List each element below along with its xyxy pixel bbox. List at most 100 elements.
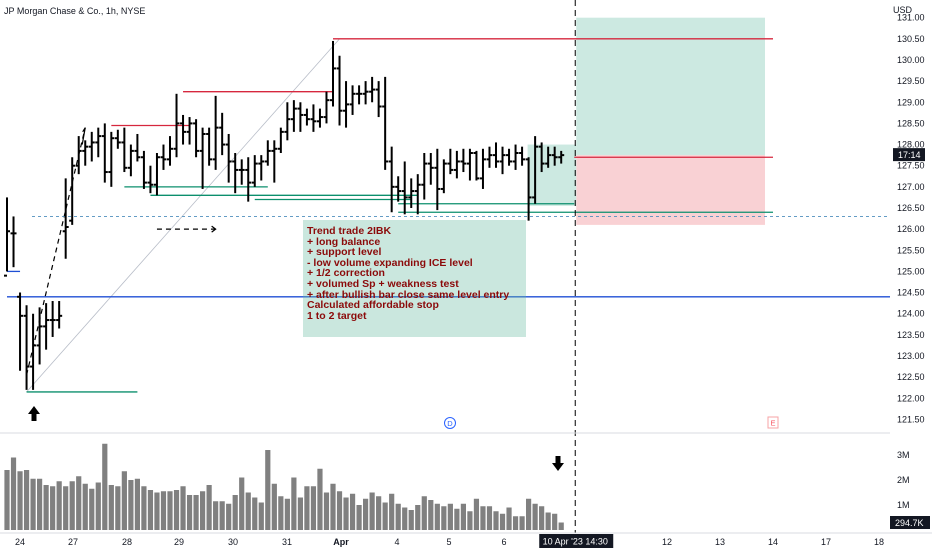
volume-bar <box>82 483 88 530</box>
price-tag <box>893 148 925 162</box>
volume-bar <box>154 492 160 530</box>
volume-bar <box>193 495 199 530</box>
ohlc-bar <box>519 146 526 166</box>
note-line: Calculated affordable stop <box>307 299 439 312</box>
ohlc-bar <box>212 95 219 170</box>
ohlc-bar <box>310 104 317 132</box>
ohlc-bar <box>558 150 565 164</box>
volume-bar <box>226 503 232 530</box>
price-tick-label: 126.50 <box>897 203 925 213</box>
time-tick-label: 24 <box>15 537 25 547</box>
volume-bar <box>219 501 225 530</box>
axes: 131.00 130.50 130.00 129.50 129.00 128.50 128.… <box>0 13 932 548</box>
ohlc-bar <box>140 150 147 189</box>
ohlc-bar <box>101 123 108 183</box>
ohlc-bar <box>401 161 408 215</box>
ohlc-bar <box>238 159 245 185</box>
ohlc-bar <box>375 81 382 118</box>
volume-bar <box>17 471 23 530</box>
arrowhead-icon <box>211 225 217 233</box>
volume-bar <box>108 485 114 530</box>
level-lines <box>7 38 890 393</box>
ohlc-bar <box>493 142 499 168</box>
chart-title: JP Morgan Chase & Co., 1h, NYSE <box>4 6 146 16</box>
ohlc-bar <box>121 127 128 173</box>
up-arrow-icon <box>28 406 40 421</box>
volume-bar <box>336 491 343 530</box>
volume-bar <box>160 491 167 530</box>
time-tick-label: 13 <box>715 537 725 547</box>
price-tick-label: 124.00 <box>897 309 925 319</box>
volume-bar <box>434 503 440 530</box>
volume-bar <box>402 507 408 530</box>
ohlc-bar <box>75 136 82 175</box>
volume-bar <box>56 481 62 530</box>
volume-bar <box>558 522 564 530</box>
earnings-marker <box>767 416 779 429</box>
ohlc-bar <box>23 305 30 390</box>
volume-bar <box>167 491 173 530</box>
volume-bar <box>291 477 297 530</box>
volume-tick-label: 2M <box>897 475 910 485</box>
price-tick-label: 128.00 <box>897 140 925 150</box>
volume-bar <box>102 443 108 530</box>
volume-bar <box>460 503 466 530</box>
note-line: Trend trade 2IBK <box>307 225 392 237</box>
volume-bar <box>421 496 427 530</box>
volume-bar <box>526 498 532 530</box>
volume-tick-label: 1M <box>897 500 910 510</box>
time-tag <box>539 534 614 548</box>
volume-bar <box>512 516 519 530</box>
volume-bar <box>147 490 154 530</box>
ohlc-bar <box>127 144 134 177</box>
note-line: 1 to 2 target <box>307 309 367 322</box>
price-tick-label: 123.50 <box>897 330 925 340</box>
volume-bar <box>343 497 349 530</box>
volume-bar <box>493 511 499 530</box>
time-tick-label: 29 <box>174 537 184 547</box>
ohlc-bar <box>245 157 252 202</box>
ohlc-bar <box>36 307 43 365</box>
volume-bar <box>232 495 238 530</box>
volume-bar <box>415 505 421 530</box>
volume-bar <box>4 470 10 530</box>
volume-bar <box>252 497 258 530</box>
trade-notes: Trend trade 2IBK + long balance + suppor… <box>303 220 526 337</box>
ohlc-bar <box>447 148 454 175</box>
ohlc-bar <box>30 313 37 390</box>
volume-bar <box>389 493 395 530</box>
time-tick-label: 5 <box>446 537 451 547</box>
ohlc-bar <box>153 153 160 196</box>
price-tick-label: 124.50 <box>897 288 925 298</box>
ohlc-bar <box>251 155 258 187</box>
trend-line <box>26 38 340 393</box>
volume-tag <box>890 516 930 529</box>
ohlc-bar <box>525 157 532 221</box>
ohlc-bar <box>206 127 213 166</box>
ohlc-bar <box>395 176 402 202</box>
ohlc-bar <box>356 85 363 105</box>
ohlc-bar <box>232 153 239 194</box>
volume-bar <box>304 486 310 530</box>
ohlc-bar <box>453 150 460 179</box>
earnings-label: E <box>770 419 775 428</box>
ohlc-bar <box>180 114 187 145</box>
volume-bar <box>278 496 284 530</box>
arrowhead-icon <box>81 127 86 145</box>
ohlc-bar <box>147 165 154 194</box>
volume-bar <box>271 483 277 530</box>
volume-bar <box>173 490 180 530</box>
volume-bar <box>180 486 186 530</box>
volume-bar <box>200 491 206 530</box>
volume-bar <box>363 498 369 530</box>
ohlc-bar <box>316 108 323 128</box>
price-bars <box>4 40 565 390</box>
volume-bar <box>30 478 36 530</box>
price-tick-label: 123.00 <box>897 351 925 361</box>
price-tick-label: 122.50 <box>897 372 925 382</box>
volume-bar <box>323 492 330 530</box>
ohlc-bar <box>43 303 50 350</box>
ohlc-bar <box>382 76 389 170</box>
